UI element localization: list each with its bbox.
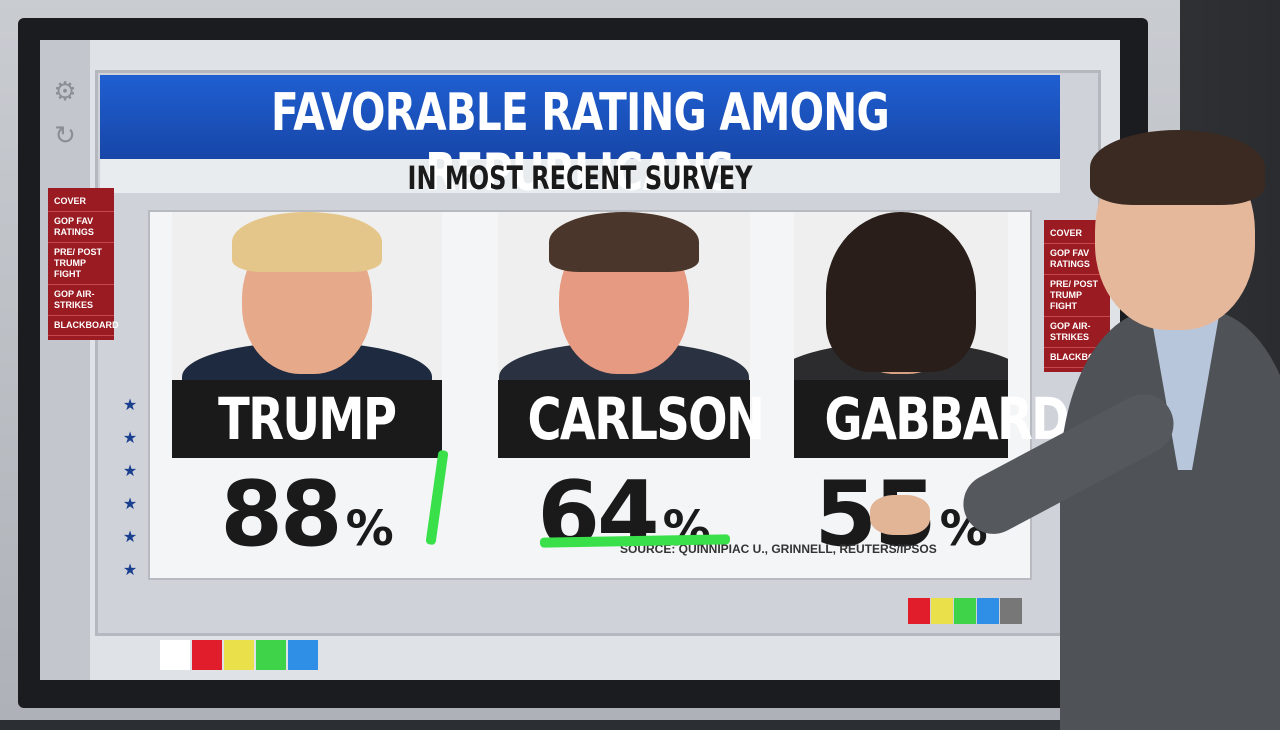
menu-item-blackboard[interactable]: BLACKBOARD bbox=[1044, 348, 1115, 368]
menu-item-pre-post-trump-fight[interactable]: PRE/ POST TRUMP FIGHT bbox=[48, 243, 114, 285]
candidate-card-carlson[interactable]: CARLSON 64% bbox=[498, 212, 765, 572]
candidate-name: TRUMP bbox=[172, 380, 442, 458]
candidate-photo bbox=[794, 212, 1008, 382]
presenter-hand bbox=[870, 495, 930, 535]
candidate-card-trump[interactable]: TRUMP 88% bbox=[172, 212, 442, 572]
candidate-photo bbox=[172, 212, 442, 382]
color-palette bbox=[160, 640, 320, 670]
menu-item-gop-fav-ratings[interactable]: GOP FAV RATINGS bbox=[48, 212, 114, 243]
touchscreen: ⚙ ↻ FAVORABLE RATING AMONG REPUBLICANS I… bbox=[40, 40, 1120, 680]
presenter bbox=[870, 130, 1280, 730]
color-swatch-3[interactable] bbox=[256, 640, 286, 670]
title-block: FAVORABLE RATING AMONG REPUBLICANS IN MO… bbox=[100, 75, 1060, 203]
menu-item-pre-post-trump-fight[interactable]: PRE/ POST TRUMP FIGHT bbox=[1044, 275, 1110, 317]
source-note: SOURCE: QUINNIPIAC U., GRINNELL, REUTERS… bbox=[620, 542, 937, 556]
color-swatch-1[interactable] bbox=[192, 640, 222, 670]
navigation-menu: COVER GOP FAV RATINGS PRE/ POST TRUMP FI… bbox=[48, 188, 119, 340]
color-palette-reflection bbox=[908, 598, 1023, 624]
menu-item-gop-airstrikes[interactable]: GOP AIR- STRIKES bbox=[1044, 317, 1110, 348]
menu-item-cover[interactable]: COVER bbox=[1044, 224, 1110, 244]
title-banner: FAVORABLE RATING AMONG REPUBLICANS bbox=[100, 75, 1060, 203]
menu-item-cover[interactable]: COVER bbox=[48, 192, 114, 212]
candidate-card-gabbard[interactable]: GABBARD 55% bbox=[794, 212, 1070, 572]
star-icon: ★ bbox=[122, 496, 138, 513]
menu-item-gop-fav-ratings[interactable]: GOP FAV RATINGS bbox=[1044, 244, 1110, 275]
candidate-name: CARLSON bbox=[498, 380, 765, 458]
star-icon: ★ bbox=[122, 529, 138, 546]
candidate-photo bbox=[498, 212, 750, 382]
presenter-hair bbox=[1090, 130, 1265, 205]
navigation-menu-reflection: COVER GOP FAV RATINGS PRE/ POST TRUMP FI… bbox=[1044, 220, 1115, 372]
results-panel: TRUMP 88% CARLSON 64% GABBARD bbox=[148, 210, 1070, 580]
color-swatch-0[interactable] bbox=[908, 598, 930, 624]
tool-rail: ⚙ ↻ bbox=[40, 40, 90, 680]
candidate-percentage: 88% bbox=[220, 462, 394, 567]
hair-shape bbox=[232, 212, 382, 272]
star-icon: ★ bbox=[122, 562, 138, 579]
menu-item-blackboard[interactable]: BLACKBOARD bbox=[48, 316, 119, 336]
hair-shape bbox=[826, 212, 976, 372]
color-swatch-4[interactable] bbox=[1000, 598, 1022, 624]
hair-shape bbox=[549, 212, 699, 272]
color-swatch-2[interactable] bbox=[954, 598, 976, 624]
star-column: ★ ★ ★ ★ ★ ★ bbox=[115, 395, 145, 593]
color-swatch-1[interactable] bbox=[931, 598, 953, 624]
star-icon: ★ bbox=[122, 463, 138, 480]
refresh-icon[interactable]: ↻ bbox=[54, 120, 76, 150]
star-icon: ★ bbox=[122, 430, 138, 447]
star-icon: ★ bbox=[122, 397, 138, 414]
menu-item-gop-airstrikes[interactable]: GOP AIR- STRIKES bbox=[48, 285, 114, 316]
candidate-name: GABBARD bbox=[794, 380, 1070, 458]
color-swatch-2[interactable] bbox=[224, 640, 254, 670]
graphic-subtitle: IN MOST RECENT SURVEY bbox=[407, 159, 753, 197]
gear-icon[interactable]: ⚙ bbox=[53, 76, 77, 106]
graphic-title: FAVORABLE RATING AMONG REPUBLICANS bbox=[271, 83, 890, 203]
color-swatch-4[interactable] bbox=[288, 640, 318, 670]
color-swatch-0[interactable] bbox=[160, 640, 190, 670]
color-swatch-3[interactable] bbox=[977, 598, 999, 624]
candidate-percentage: 64% bbox=[537, 462, 711, 567]
